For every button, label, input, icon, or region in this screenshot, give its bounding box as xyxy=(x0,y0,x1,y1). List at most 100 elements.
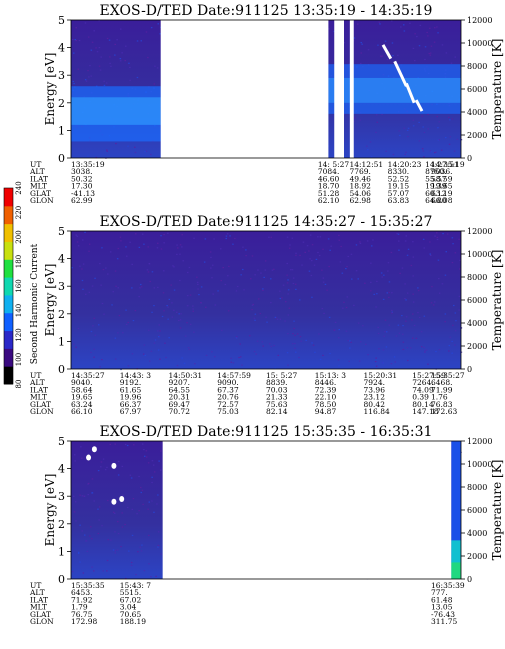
speckle xyxy=(164,342,166,344)
speckle xyxy=(344,155,346,158)
speckle xyxy=(412,125,415,127)
speckle xyxy=(357,23,359,25)
speckle xyxy=(427,363,429,365)
speckle xyxy=(293,327,295,330)
speckle xyxy=(157,286,159,288)
orbit-value: 78.50 xyxy=(315,400,337,409)
orbit-value: 172.63 xyxy=(431,407,457,416)
speckle xyxy=(234,237,236,240)
spectrogram-panel-3: EXOS-D/TED Date:911125 15:35:35 - 16:35:… xyxy=(29,424,504,626)
speckle xyxy=(343,301,345,303)
speckle xyxy=(406,347,409,349)
speckle xyxy=(189,323,192,325)
speckle xyxy=(89,65,91,67)
speckle xyxy=(118,315,121,317)
colorbar-tick-label: 220 xyxy=(15,206,23,219)
speckle xyxy=(340,245,342,248)
speckle xyxy=(76,241,79,243)
speckle xyxy=(163,242,165,244)
y-axis-left: 0 1 2 3 4 5 Energy [eV] xyxy=(43,14,71,165)
speckle xyxy=(131,287,133,289)
speckle xyxy=(227,310,230,312)
speckle xyxy=(282,284,285,286)
speckle xyxy=(423,156,425,158)
streak xyxy=(414,99,424,112)
speckle xyxy=(434,152,436,154)
speckle xyxy=(220,248,222,250)
speckle xyxy=(446,233,449,235)
speckle xyxy=(286,352,289,354)
orbit-value: 20.31 xyxy=(169,393,190,402)
speckle xyxy=(153,305,155,307)
speckle xyxy=(114,443,116,445)
orbit-value: 9040. xyxy=(71,378,92,387)
orbit-value: 51.28 xyxy=(318,189,340,198)
speckle xyxy=(460,139,463,141)
speckle xyxy=(311,244,314,246)
speckle xyxy=(214,304,217,306)
speckle xyxy=(171,316,174,318)
edge-band-2 xyxy=(451,562,461,579)
speckle xyxy=(263,276,265,278)
speckle xyxy=(291,343,294,345)
speckle xyxy=(157,242,159,244)
speckle xyxy=(131,508,134,510)
speckle xyxy=(333,329,335,331)
speckle xyxy=(84,79,87,81)
y-tick-right-label: 2000 xyxy=(467,342,487,351)
speckle xyxy=(125,577,127,580)
orbit-value: 64.55 xyxy=(169,385,191,394)
speckle xyxy=(139,287,141,289)
speckle xyxy=(152,464,155,466)
speckle xyxy=(197,288,199,290)
speckle xyxy=(79,494,81,496)
speckle xyxy=(433,301,436,303)
speckle xyxy=(459,268,461,270)
speckle xyxy=(290,269,292,271)
orbit-value: 67.02 xyxy=(120,595,142,604)
speckle xyxy=(366,145,368,147)
speckle xyxy=(89,535,91,537)
speckle xyxy=(341,272,344,274)
speckle xyxy=(74,39,76,41)
speckle xyxy=(153,511,155,513)
orbit-value: 1.79 xyxy=(71,603,88,612)
speckle xyxy=(412,337,414,339)
edge-band-0 xyxy=(451,441,461,579)
speckle xyxy=(375,357,377,359)
speckle xyxy=(135,233,137,235)
speckle xyxy=(140,491,142,494)
speckle xyxy=(173,266,175,268)
orbit-value: 15:13: 3 xyxy=(315,371,347,380)
speckle xyxy=(449,136,452,138)
orbit-row-label: MLT xyxy=(30,393,47,402)
speckle xyxy=(262,289,264,291)
orbit-value: 13:35:19 xyxy=(71,160,105,169)
speckle xyxy=(90,75,92,77)
speckle xyxy=(140,40,142,42)
y-tick-right-label: 8000 xyxy=(467,483,487,492)
speckle xyxy=(383,274,385,276)
speckle xyxy=(81,495,84,497)
speckle xyxy=(444,321,446,323)
speckle xyxy=(322,281,325,283)
speckle xyxy=(79,524,81,526)
orbit-value: 6468. xyxy=(431,378,452,387)
speckle xyxy=(107,539,109,541)
speckle xyxy=(338,239,340,241)
speckle xyxy=(451,352,453,354)
speckle xyxy=(77,68,80,70)
orbit-value: 15:35:35 xyxy=(71,581,105,590)
orbit-value: 8750. xyxy=(425,167,446,176)
speckle xyxy=(73,511,76,513)
speckle xyxy=(71,571,74,573)
speckle xyxy=(390,363,393,365)
colorbar-tick-label: 120 xyxy=(15,328,23,341)
speckle xyxy=(255,353,257,355)
speckle xyxy=(413,324,416,327)
speckle xyxy=(399,272,401,274)
orbit-value: 67.97 xyxy=(120,407,142,416)
speckle xyxy=(326,289,328,291)
speckle xyxy=(419,24,422,26)
speckle xyxy=(114,531,116,533)
